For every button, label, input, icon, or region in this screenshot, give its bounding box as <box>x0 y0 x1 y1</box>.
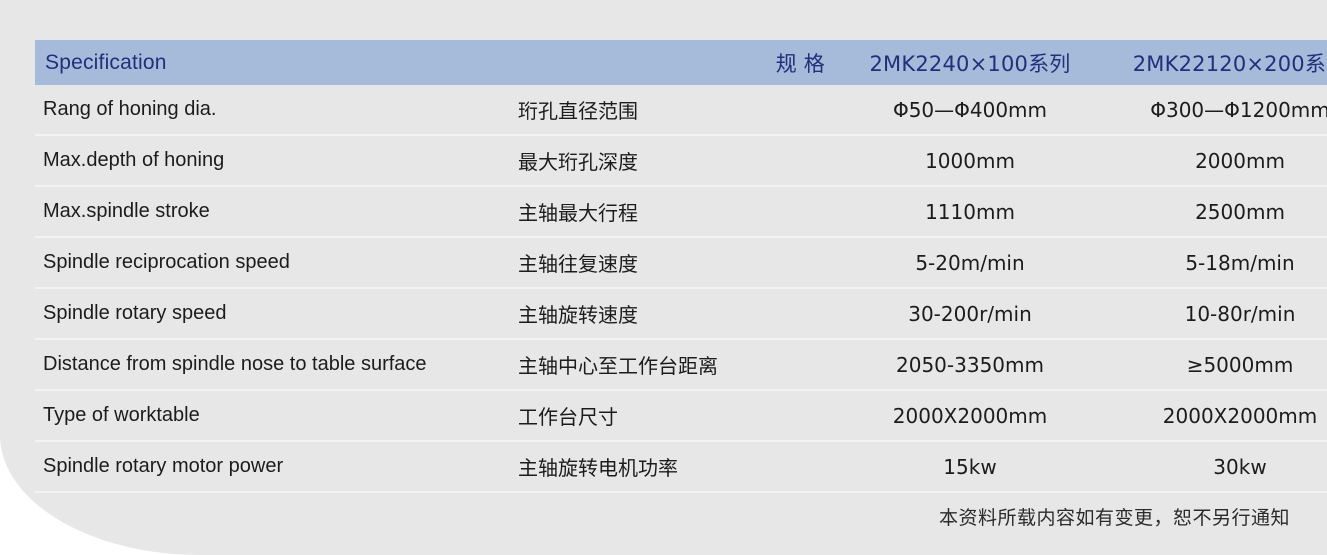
cell-specification-en: Type of worktable <box>35 390 510 442</box>
table-row: Max.depth of honing 最大珩孔深度 1000mm 2000mm <box>35 135 1327 187</box>
cell-model-1-value: Φ50—Φ400mm <box>835 85 1105 136</box>
column-header-specification-en: Specification <box>35 40 510 85</box>
table-header: Specification 规 格 2MK2240×100系列 2MK22120… <box>35 40 1327 85</box>
cell-model-1-value: 2000X2000mm <box>835 390 1105 442</box>
cell-model-2-value: Φ300—Φ1200mm <box>1105 85 1327 136</box>
cell-model-1-value: 5-20m/min <box>835 237 1105 289</box>
cell-model-1-value: 1110mm <box>835 186 1105 238</box>
cell-specification-en: Rang of honing dia. <box>35 85 510 136</box>
table-row: Rang of honing dia. 珩孔直径范围 Φ50—Φ400mm Φ300—… <box>35 85 1327 136</box>
cell-model-1-value: 1000mm <box>835 135 1105 187</box>
cell-specification-en: Max.depth of honing <box>35 135 510 187</box>
table-row: Max.spindle stroke 主轴最大行程 1110mm 2500mm <box>35 186 1327 238</box>
cell-specification-en: Distance from spindle nose to table surf… <box>35 339 510 391</box>
cell-specification-en: Spindle reciprocation speed <box>35 237 510 289</box>
cell-model-2-value: 10-80r/min <box>1105 288 1327 340</box>
cell-model-2-value: ≥5000mm <box>1105 339 1327 391</box>
cell-model-2-value: 2000mm <box>1105 135 1327 187</box>
cell-model-2-value: 5-18m/min <box>1105 237 1327 289</box>
disclaimer-footnote: 本资料所载内容如有变更，恕不另行通知 <box>938 507 1290 529</box>
cell-specification-cn: 最大珩孔深度 <box>510 135 835 187</box>
column-header-model-1: 2MK2240×100系列 <box>835 40 1105 85</box>
cell-specification-en: Max.spindle stroke <box>35 186 510 238</box>
cell-model-2-value: 2000X2000mm <box>1105 390 1327 442</box>
cell-model-1-value: 2050-3350mm <box>835 339 1105 391</box>
table-row: Spindle rotary speed 主轴旋转速度 30-200r/min 10-… <box>35 288 1327 340</box>
table-row: Spindle reciprocation speed 主轴往复速度 5-20m/m… <box>35 237 1327 289</box>
cell-model-1-value: 15kw <box>835 441 1105 493</box>
table-header-row: Specification 规 格 2MK2240×100系列 2MK22120… <box>35 40 1327 85</box>
cell-model-1-value: 30-200r/min <box>835 288 1105 340</box>
table-row: Spindle rotary motor power 主轴旋转电机功率 15kw 30… <box>35 441 1327 493</box>
cell-model-2-value: 2500mm <box>1105 186 1327 238</box>
column-header-specification-cn: 规 格 <box>510 40 835 85</box>
cell-specification-cn: 主轴往复速度 <box>510 237 835 289</box>
specification-table: Specification 规 格 2MK2240×100系列 2MK22120… <box>35 40 1327 493</box>
cell-specification-cn: 主轴最大行程 <box>510 186 835 238</box>
cell-specification-cn: 珩孔直径范围 <box>510 85 835 136</box>
cell-specification-en: Spindle rotary speed <box>35 288 510 340</box>
table-row: Type of worktable 工作台尺寸 2000X2000mm 2000X20… <box>35 390 1327 442</box>
specification-table-container: Specification 规 格 2MK2240×100系列 2MK22120… <box>35 40 1327 493</box>
cell-specification-cn: 主轴旋转电机功率 <box>510 441 835 493</box>
table-body: Rang of honing dia. 珩孔直径范围 Φ50—Φ400mm Φ300—… <box>35 85 1327 493</box>
cell-specification-cn: 工作台尺寸 <box>510 390 835 442</box>
cell-specification-cn: 主轴旋转速度 <box>510 288 835 340</box>
cell-model-2-value: 30kw <box>1105 441 1327 493</box>
table-row: Distance from spindle nose to table surf… <box>35 339 1327 391</box>
column-header-model-2: 2MK22120×200系列 <box>1105 40 1327 85</box>
cell-specification-cn: 主轴中心至工作台距离 <box>510 339 835 391</box>
cell-specification-en: Spindle rotary motor power <box>35 441 510 493</box>
